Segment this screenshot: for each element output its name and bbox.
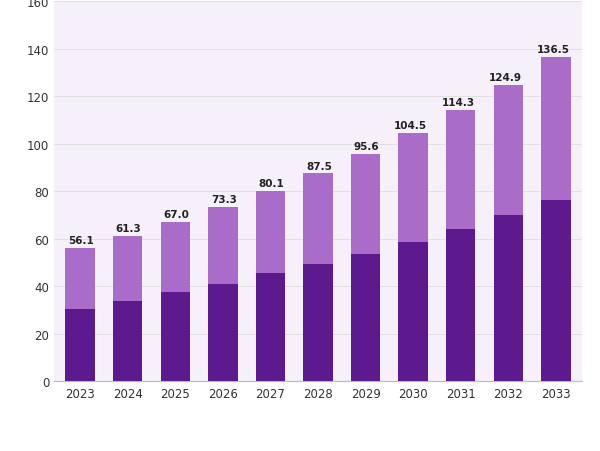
Text: The Market will Grow
At the CAGR of:: The Market will Grow At the CAGR of: bbox=[67, 401, 197, 425]
Bar bbox=[208, 284, 238, 382]
Bar bbox=[398, 243, 428, 382]
Bar bbox=[398, 134, 428, 243]
Bar bbox=[476, 420, 479, 427]
Bar bbox=[65, 249, 95, 309]
Bar bbox=[113, 301, 142, 382]
Text: 124.9: 124.9 bbox=[489, 73, 522, 83]
Bar bbox=[541, 200, 571, 382]
Text: $136.5B: $136.5B bbox=[352, 402, 475, 428]
Bar bbox=[351, 155, 380, 255]
Bar bbox=[303, 174, 333, 264]
Bar bbox=[351, 255, 380, 382]
Text: 80.1: 80.1 bbox=[259, 179, 284, 189]
Bar bbox=[161, 223, 190, 293]
Text: 95.6: 95.6 bbox=[354, 142, 379, 152]
Text: market.us: market.us bbox=[500, 406, 567, 419]
Bar bbox=[494, 85, 523, 216]
Bar bbox=[161, 293, 190, 382]
Text: 87.5: 87.5 bbox=[306, 161, 332, 171]
Text: 136.5: 136.5 bbox=[536, 45, 569, 55]
Bar bbox=[256, 274, 285, 382]
Text: 67.0: 67.0 bbox=[163, 210, 189, 220]
Text: 114.3: 114.3 bbox=[442, 98, 475, 108]
Bar bbox=[65, 309, 95, 382]
Bar bbox=[113, 236, 142, 301]
Bar bbox=[494, 216, 523, 382]
Bar bbox=[446, 230, 475, 382]
Bar bbox=[485, 406, 487, 427]
Bar bbox=[489, 399, 492, 427]
Bar bbox=[303, 264, 333, 382]
Bar bbox=[481, 413, 483, 427]
Bar bbox=[256, 192, 285, 274]
Text: 104.5: 104.5 bbox=[394, 121, 427, 131]
Bar bbox=[541, 58, 571, 200]
Bar bbox=[208, 208, 238, 284]
Bar bbox=[446, 110, 475, 230]
Text: 56.1: 56.1 bbox=[68, 236, 94, 246]
Text: 73.3: 73.3 bbox=[211, 195, 236, 205]
Text: 9.3%: 9.3% bbox=[167, 402, 241, 428]
Text: The Forecasted Market
Size for 2033 in USD:: The Forecasted Market Size for 2033 in U… bbox=[236, 401, 377, 425]
Text: 61.3: 61.3 bbox=[116, 223, 142, 233]
